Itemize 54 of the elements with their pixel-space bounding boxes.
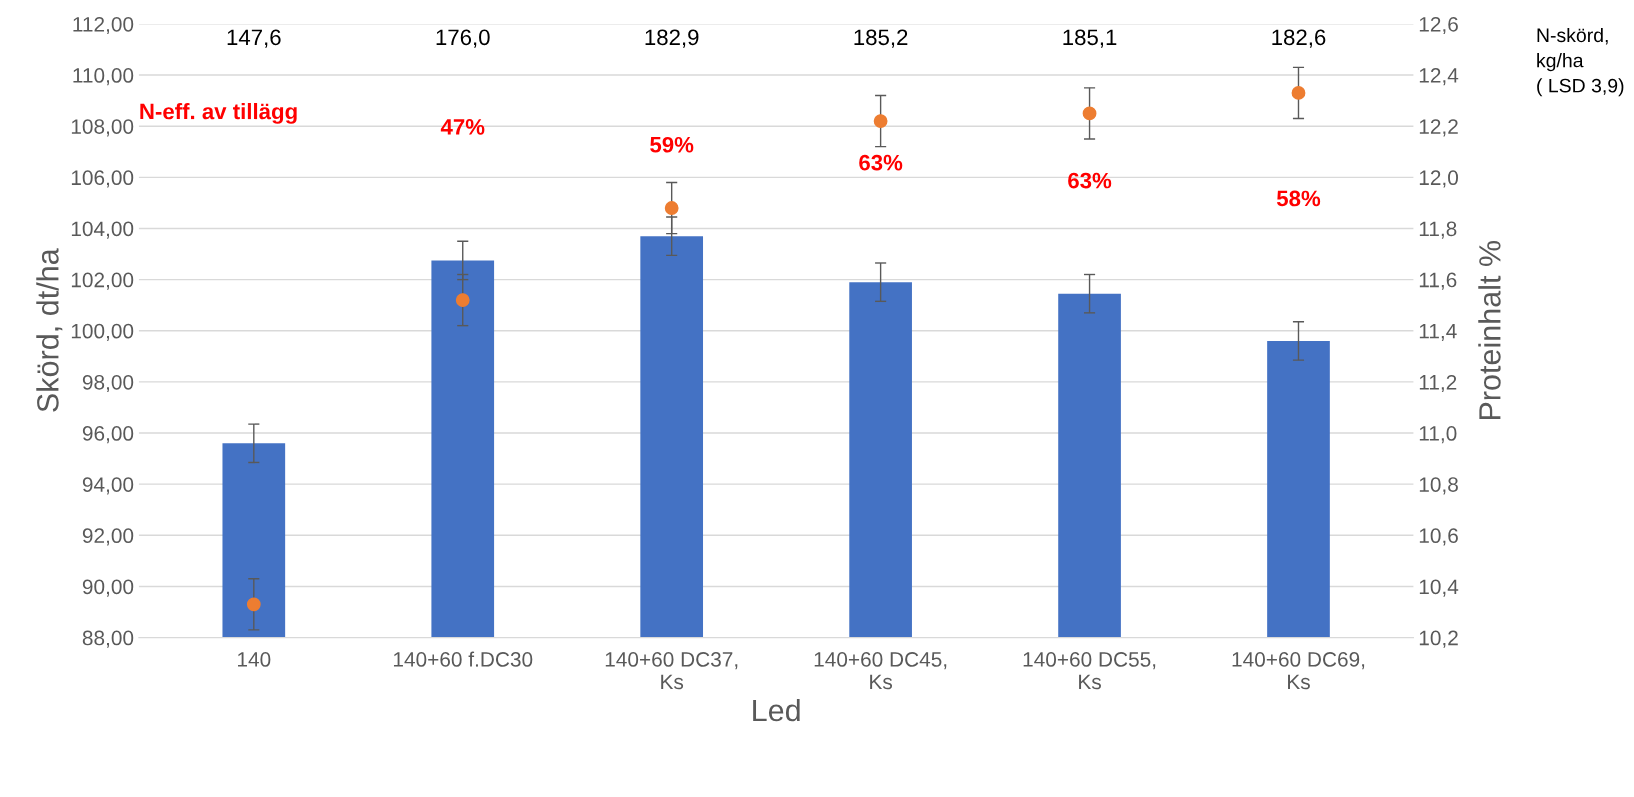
y-tick-label: 100,00 (71, 323, 134, 341)
y2-tick-label: 11,8 (1419, 221, 1457, 239)
annotation: 63% (1068, 172, 1112, 189)
point (1291, 86, 1306, 100)
point (455, 293, 470, 307)
y2-tick-label: 10,2 (1419, 630, 1458, 648)
x-tick-label: 140+60 f.DC30 (393, 651, 533, 667)
y-tick-label: 96,00 (82, 426, 134, 444)
annotation: 176,0 (436, 29, 490, 48)
y2-tick-label: 10,6 (1419, 528, 1458, 546)
x-tick-label: 140+60 DC69, Ks (1232, 652, 1365, 690)
y-tick-label: 88,00 (82, 630, 134, 648)
y2-tick-label: 12,0 (1419, 170, 1458, 188)
y-tick-label: 110,00 (73, 68, 134, 86)
y2-tick-label: 12,2 (1419, 119, 1458, 137)
y2-tick-label: 11,2 (1419, 374, 1457, 393)
y2-tick-label: 12,6 (1419, 16, 1458, 35)
y2-tick-label: 10,4 (1419, 579, 1459, 597)
y-axis-title: Skörd, dt/ha (36, 248, 63, 412)
point (246, 597, 261, 612)
y2-tick-label: 11,0 (1419, 426, 1457, 444)
annotation: 185,1 (1063, 29, 1117, 48)
y2-tick-label: 11,6 (1419, 272, 1457, 290)
y-tick-label: 98,00 (82, 374, 134, 393)
annotation: 59% (650, 136, 694, 153)
annotation: 58% (1276, 190, 1321, 207)
y2-tick-label: 10,8 (1419, 477, 1458, 495)
annotation: 182,6 (1272, 29, 1326, 48)
x-tick-label: 140+60 DC37, Ks (605, 652, 738, 690)
x-tick-label: 140+60 DC45, Ks (814, 652, 947, 690)
y-tick-label: 102,00 (71, 272, 134, 290)
y2-axis-title: Proteinhalt % (1478, 240, 1501, 420)
y-tick-label: 106,00 (71, 170, 134, 188)
y2-tick-label: 11,4 (1419, 323, 1457, 341)
annotation: 47% (440, 119, 485, 135)
y-tick-label: 94,00 (82, 477, 134, 495)
y2-tick-label: 12,4 (1419, 68, 1459, 86)
x-tick-label: 140 (238, 652, 271, 667)
x-tick-label: 140+60 DC55, Ks (1023, 652, 1156, 690)
annotation: 147,6 (227, 29, 281, 48)
point (1082, 106, 1097, 121)
point (873, 114, 888, 128)
y-tick-label: 112,00 (73, 16, 134, 35)
y-tick-label: 108,00 (71, 119, 134, 137)
y-tick-label: 104,00 (71, 221, 134, 239)
annotation: N-eff. av tillägg (140, 103, 297, 124)
annotation: 185,2 (854, 29, 908, 48)
point (664, 201, 679, 215)
text: N-skörd, kg/ha ( LSD 3,9) (1537, 27, 1624, 97)
annotation: 63% (859, 154, 903, 171)
x-axis-title: Led (753, 698, 800, 722)
y-tick-label: 92,00 (82, 528, 134, 546)
y-tick-label: 90,00 (82, 579, 134, 597)
annotation: 182,9 (645, 29, 699, 48)
